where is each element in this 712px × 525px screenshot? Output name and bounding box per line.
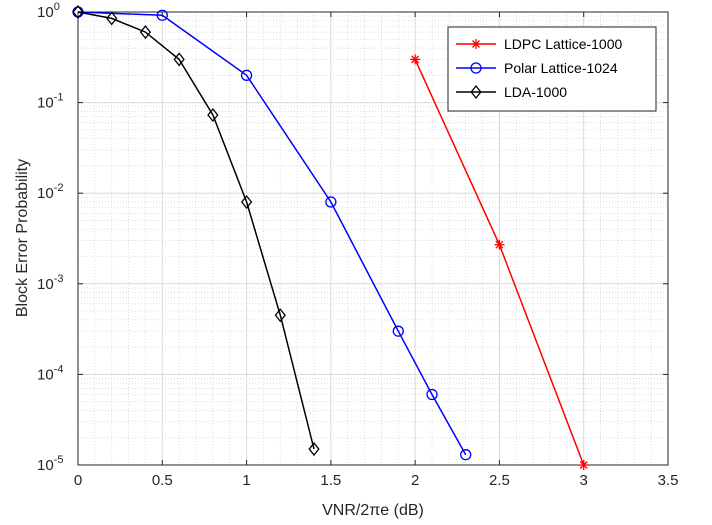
data-point — [392, 325, 404, 337]
circle-marker — [325, 196, 337, 208]
data-point — [72, 4, 84, 20]
y-tick-label: 10-3 — [37, 273, 63, 293]
data-point — [240, 194, 253, 210]
data-point — [207, 107, 219, 123]
x-tick-label: 0.5 — [152, 472, 173, 489]
diamond-marker — [240, 194, 253, 210]
diamond-marker — [139, 25, 152, 40]
data-point — [426, 388, 438, 401]
data-point — [308, 442, 320, 457]
diamond-marker — [470, 84, 482, 100]
data-point — [240, 69, 253, 81]
x-tick-label: 1 — [242, 472, 250, 489]
asterisk-stroke — [411, 55, 420, 64]
data-point — [156, 9, 168, 21]
x-tick-label: 3 — [580, 472, 588, 489]
legend-box — [447, 26, 657, 112]
data-point — [460, 449, 472, 461]
legend-label: Polar Lattice-1024 — [504, 60, 618, 76]
series-line — [77, 11, 467, 456]
circle-marker — [470, 62, 482, 74]
y-axis-label: Block Error Probability — [14, 159, 31, 317]
circle-marker — [426, 388, 438, 401]
series-line — [77, 11, 315, 450]
x-tick-label: 1.5 — [320, 472, 341, 489]
legend-item: Polar Lattice-1024 — [456, 60, 618, 76]
data-point — [274, 308, 286, 323]
x-axis-label: VNR/2πe (dB) — [322, 502, 424, 519]
data-point — [494, 239, 505, 250]
diamond-marker — [207, 107, 219, 123]
data-point — [410, 54, 421, 65]
y-tick-label: 100 — [37, 1, 60, 21]
x-tick-label: 3.5 — [658, 472, 679, 489]
y-tick-label: 10-5 — [37, 454, 63, 474]
legend-label: LDPC Lattice-1000 — [504, 36, 623, 52]
axis-ticks: 0 0.5 1 1.5 2 2.5 3 3.5 10-5 10-4 10-3 10-2 10-1 100 — [37, 1, 678, 489]
asterisk-stroke — [472, 40, 480, 48]
x-tick-label: 0 — [74, 472, 82, 489]
legend: LDPC Lattice-1000 Polar Lattice-1024 LDA-1… — [447, 26, 657, 112]
y-tick-label: 10-1 — [37, 92, 63, 112]
series-2 — [72, 6, 472, 461]
data-point — [578, 460, 589, 470]
y-tick-label: 10-4 — [37, 363, 63, 383]
y-tick-label: 10-2 — [37, 182, 63, 202]
diamond-marker — [106, 11, 118, 26]
circle-marker — [156, 9, 168, 21]
legend-marker — [470, 62, 482, 74]
diamond-marker — [274, 308, 286, 323]
asterisk-stroke — [579, 461, 588, 469]
data-point — [173, 52, 185, 67]
legend-marker — [471, 39, 481, 49]
asterisk-stroke — [495, 240, 504, 249]
legend-label: LDA-1000 — [504, 84, 567, 100]
diamond-marker — [173, 52, 185, 67]
diamond-marker — [308, 442, 320, 457]
circle-marker — [240, 69, 253, 81]
plot-frame — [77, 11, 669, 466]
series-3 — [72, 4, 320, 457]
circle-marker — [460, 449, 472, 461]
series-group — [72, 4, 589, 470]
x-tick-label: 2.5 — [489, 472, 510, 489]
legend-marker — [470, 84, 482, 100]
series-1 — [410, 54, 589, 470]
legend-item: LDA-1000 — [456, 84, 567, 100]
circle-marker — [392, 325, 404, 337]
data-point — [325, 196, 337, 208]
x-tick-label: 2 — [411, 472, 419, 489]
data-point — [106, 11, 118, 26]
legend-item: LDPC Lattice-1000 — [456, 36, 623, 52]
diamond-marker — [72, 4, 84, 20]
data-point — [139, 25, 152, 40]
